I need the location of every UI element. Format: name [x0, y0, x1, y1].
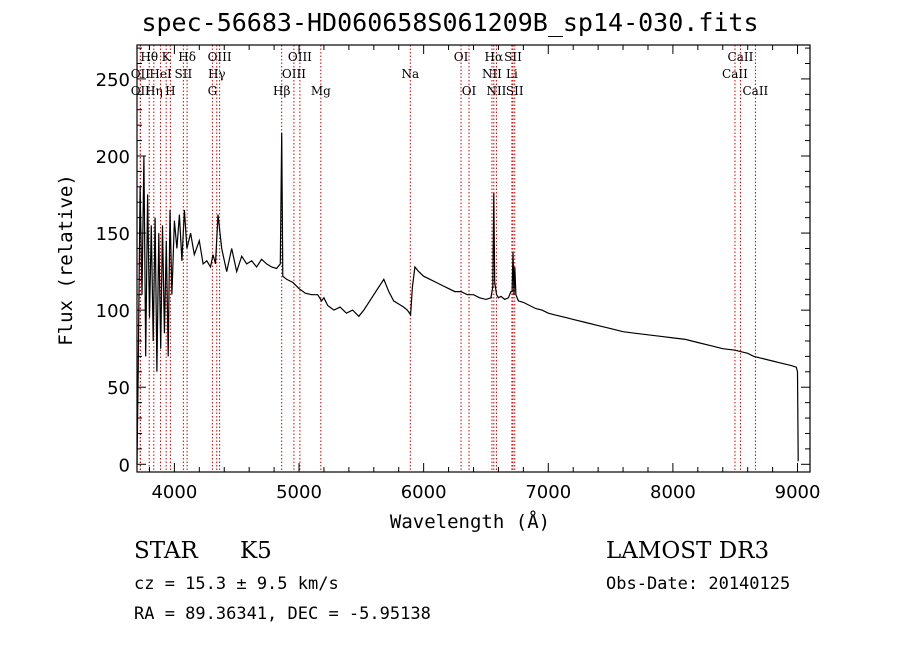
spectral-line-markers: [139, 45, 756, 472]
y-tick-label: 200: [96, 147, 130, 168]
spectral-line-label: K: [162, 50, 172, 64]
spectral-line-label: NII: [482, 67, 502, 81]
axis-ticks: 4000 5000 6000 7000 8000 9000 0 50 100 150 200 250: [96, 45, 821, 503]
x-tick-label: 9000: [775, 482, 821, 503]
spectral-line-label: SII: [175, 67, 193, 81]
x-tick-label: 8000: [650, 482, 696, 503]
spectral-line-label: OI: [454, 50, 469, 64]
y-tick-label: 150: [96, 224, 130, 245]
spectral-line-label: Hθ: [140, 50, 158, 64]
spectral-line-label: OII: [131, 67, 151, 81]
obs-date-text: Obs-Date: 20140125: [606, 574, 791, 594]
spectral-line-label: OIII: [208, 50, 232, 64]
spectral-line-label: Li: [506, 67, 518, 81]
spectral-line-label: NII: [486, 84, 506, 98]
spectral-line-label: Hδ: [178, 50, 196, 64]
spectral-line-label: Hβ: [273, 84, 290, 98]
y-tick-label: 0: [119, 455, 130, 476]
spectral-line-label: G: [208, 84, 218, 98]
spectral-line-label: HeI: [149, 67, 172, 81]
object-subclass: K5: [240, 538, 272, 564]
redshift-text: cz = 15.3 ± 9.5 km/s: [134, 574, 339, 594]
x-axis-label: Wavelength (Å): [390, 510, 550, 533]
flux-series-line: [136, 132, 799, 465]
spectral-line-label: CaII: [728, 50, 754, 64]
spectral-line-label: H: [165, 84, 175, 98]
chart-title: spec-56683-HD060658S061209B_sp14-030.fit…: [141, 8, 759, 37]
spectral-line-label: OI: [462, 84, 477, 98]
x-tick-label: 6000: [401, 482, 447, 503]
y-axis-label: Flux (relative): [55, 174, 77, 346]
spectral-line-label: CaII: [722, 67, 748, 81]
y-tick-label: 100: [96, 301, 130, 322]
plot-frame: [136, 44, 811, 473]
spectral-line-label: CaII: [742, 84, 768, 98]
spectral-line-label: Hγ: [208, 67, 226, 81]
spectral-line-label: SII: [506, 84, 524, 98]
y-tick-label: 50: [107, 378, 130, 399]
object-class: STAR: [134, 538, 198, 564]
spectral-line-label: SII: [504, 50, 522, 64]
spectral-line-label: Hα: [485, 50, 504, 64]
spectral-line-label: OII: [131, 84, 151, 98]
survey-name: LAMOST DR3: [606, 538, 770, 564]
spectral-line-labels: OIIHθOIIHηHeIKSIIHHδHγGOIIIHβOIIIOIIIMgN…: [131, 50, 769, 98]
x-tick-label: 4000: [151, 482, 197, 503]
spectral-line-label: Hη: [145, 84, 163, 98]
y-tick-label: 250: [96, 70, 130, 91]
spectral-line-label: Mg: [311, 84, 331, 98]
spectral-line-label: OIII: [282, 67, 306, 81]
x-tick-label: 5000: [276, 482, 322, 503]
spectral-line-label: OIII: [288, 50, 312, 64]
spectral-line-label: Na: [401, 67, 419, 81]
x-tick-label: 7000: [525, 482, 571, 503]
coordinates-text: RA = 89.36341, DEC = -5.95138: [134, 604, 431, 624]
